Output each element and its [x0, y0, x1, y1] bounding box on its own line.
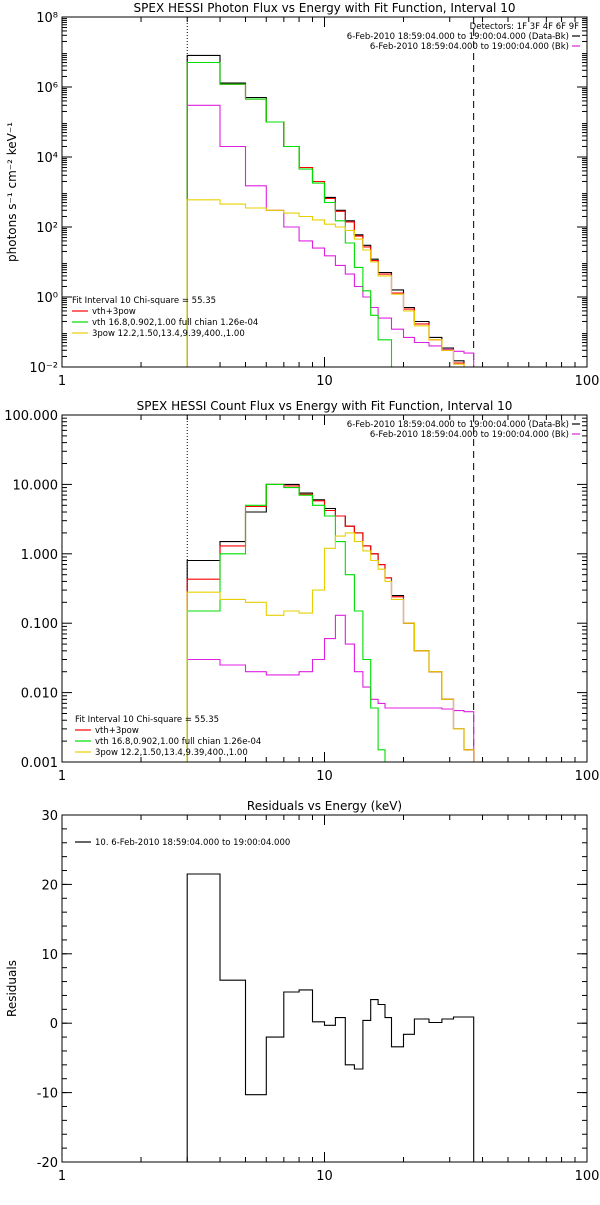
legend-label: Fit Interval 10 Chi-square = 55.35: [72, 296, 216, 306]
x-tick-label: 100: [575, 769, 600, 784]
y-tick-label: 10⁴: [36, 151, 58, 166]
legend-label: 10. 6-Feb-2010 18:59:04.000 to 19:00:04.…: [95, 838, 290, 848]
header-line: 6-Feb-2010 18:59:04.000 to 19:00:04.000 …: [370, 42, 569, 52]
legend-label: 3pow 12.2,1.50,13.4,9.39,400.,1.00: [92, 329, 245, 339]
y-tick-label: 10: [41, 948, 58, 963]
x-tick-label: 10: [316, 769, 333, 784]
chart-title: Residuals vs Energy (keV): [247, 799, 402, 813]
x-tick-label: 1: [58, 1169, 66, 1184]
y-tick-label: 30: [41, 809, 58, 824]
y-tick-label: 0: [50, 1017, 58, 1032]
y-axis-label: Residuals: [5, 960, 19, 1017]
header-line: 6-Feb-2010 18:59:04.000 to 19:00:04.000 …: [347, 32, 569, 42]
x-tick-label: 1: [58, 769, 66, 784]
header-line: Detectors: 1F 3F 4F 6F 9F: [470, 22, 579, 32]
y-tick-label: 10²: [36, 221, 58, 236]
y-axis-label: photons s⁻¹ cm⁻² keV⁻¹: [5, 122, 19, 262]
legend-label: vth 16.8,0.902,1.00 full chian 1.26e-04: [95, 737, 261, 747]
series-line-2: [186, 614, 475, 762]
legend-label: vth+3pow: [95, 726, 139, 736]
y-tick-label: 10⁰: [36, 291, 58, 306]
y-tick-label: 10⁶: [36, 81, 58, 96]
plot-frame: [61, 814, 588, 1163]
y-tick-label: 0.100: [21, 617, 58, 632]
x-tick-label: 10: [316, 374, 333, 389]
plot-frame: [61, 16, 588, 368]
header-line: 6-Feb-2010 18:59:04.000 to 19:00:04.000 …: [347, 420, 569, 430]
series-line-2: [186, 104, 475, 367]
y-tick-label: 10⁸: [36, 11, 58, 26]
legend-label: 3pow 12.2,1.50,13.4,9.39,400.,1.00: [95, 748, 248, 758]
series-line-1: [186, 54, 474, 367]
y-tick-label: 0.001: [21, 756, 58, 771]
y-tick-label: 10.000: [13, 478, 59, 493]
series-line-5: [186, 532, 475, 762]
y-tick-label: -10: [37, 1087, 58, 1102]
series-line-1: [186, 483, 475, 762]
series-line-3: [186, 483, 475, 762]
x-tick-label: 100: [575, 374, 600, 389]
series-line-4: [186, 61, 474, 367]
legend-label: vth 16.8,0.902,1.00 full chian 1.26e-04: [92, 318, 258, 328]
chart-title: SPEX HESSI Count Flux vs Energy with Fit…: [137, 399, 513, 413]
chart-2: SPEX HESSI Count Flux vs Energy with Fit…: [4, 399, 599, 784]
header-line: 6-Feb-2010 18:59:04.000 to 19:00:04.000 …: [370, 430, 569, 440]
legend-label: Fit Interval 10 Chi-square = 55.35: [75, 715, 219, 725]
y-tick-label: 100.000: [4, 409, 58, 424]
y-tick-label: 0.010: [21, 687, 58, 702]
series-line-4: [186, 483, 474, 762]
series-line-5: [186, 199, 474, 367]
y-tick-label: 1.000: [21, 548, 58, 563]
x-tick-label: 10: [316, 1169, 333, 1184]
x-tick-label: 1: [58, 374, 66, 389]
chart-title: SPEX HESSI Photon Flux vs Energy with Fi…: [134, 1, 516, 15]
y-tick-label: 20: [41, 878, 58, 893]
plot-frame: [61, 414, 588, 763]
series-line-1: [186, 873, 475, 1162]
x-tick-label: 100: [575, 1169, 600, 1184]
legend-label: vth+3pow: [92, 307, 136, 317]
y-tick-label: 10⁻²: [29, 361, 58, 376]
y-tick-label: -20: [37, 1156, 58, 1171]
chart-1: SPEX HESSI Photon Flux vs Energy with Fi…: [5, 1, 599, 389]
